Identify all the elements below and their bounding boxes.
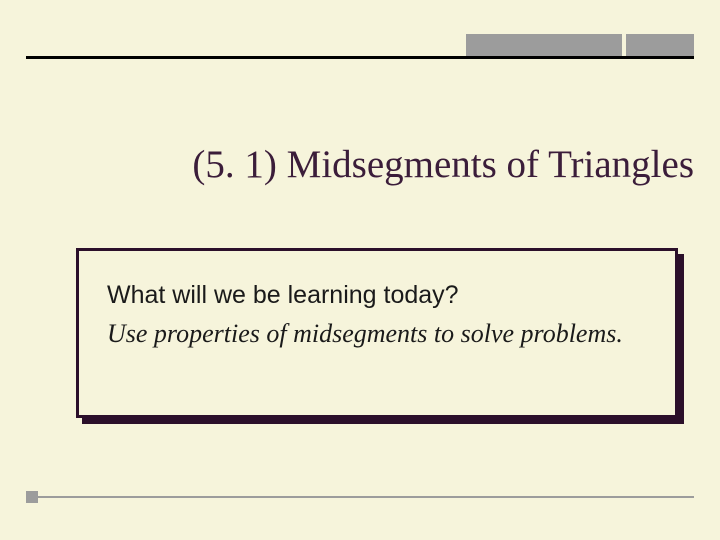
top-accent-bar-1 <box>466 34 622 56</box>
question-text: What will we be learning today? <box>107 281 647 310</box>
top-horizontal-rule <box>26 56 694 59</box>
content-box: What will we be learning today? Use prop… <box>76 248 678 418</box>
slide-title: (5. 1) Midsegments of Triangles <box>0 142 694 187</box>
answer-text: Use properties of midsegments to solve p… <box>107 318 647 351</box>
bottom-square-marker <box>26 491 38 503</box>
top-accent-bar-2 <box>626 34 694 56</box>
bottom-horizontal-rule <box>38 496 694 498</box>
